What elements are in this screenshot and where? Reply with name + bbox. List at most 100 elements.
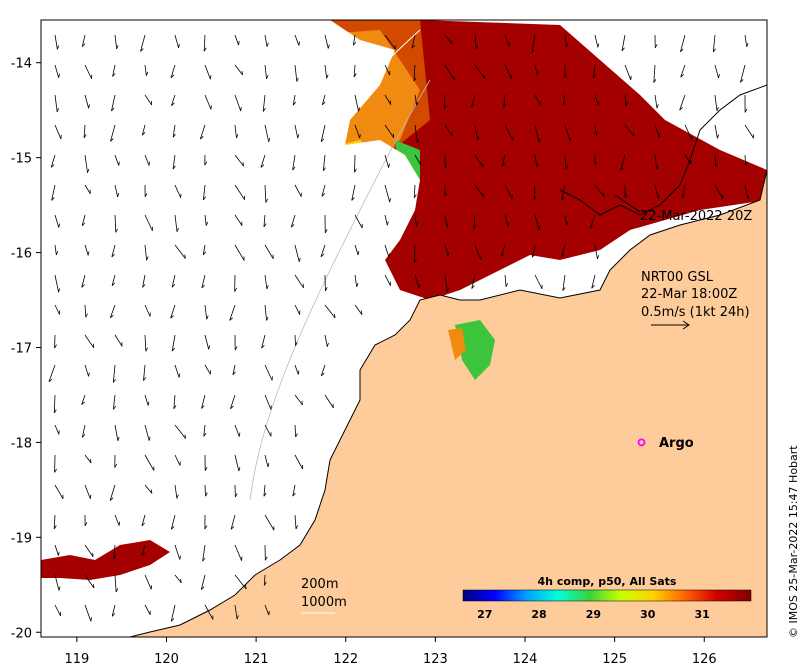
current-source-label: NRT00 GSL <box>641 270 714 285</box>
x-tick-label: 123 <box>423 652 448 667</box>
current-vector <box>144 334 147 352</box>
current-vector-head <box>597 101 600 106</box>
current-vector <box>50 154 56 168</box>
current-vector <box>264 274 268 290</box>
sst-south-strip <box>41 540 170 580</box>
current-vector <box>201 274 206 289</box>
current-vector <box>413 244 416 263</box>
current-vector <box>204 304 208 320</box>
y-tick-label: -15 <box>11 152 32 167</box>
current-vector-head <box>473 225 477 230</box>
current-vector <box>444 34 453 45</box>
current-vector-head <box>658 133 661 138</box>
current-vector <box>351 184 356 201</box>
current-vector <box>594 34 599 48</box>
current-vector-head <box>597 255 600 260</box>
current-vector <box>320 244 326 257</box>
current-vector-head <box>114 463 118 468</box>
current-vector <box>261 334 266 349</box>
argo-label: Argo <box>659 436 694 451</box>
current-vector <box>534 124 540 143</box>
current-vector-head <box>140 48 144 52</box>
current-vector-head <box>389 198 391 203</box>
current-vector <box>144 454 155 471</box>
current-vector <box>174 454 181 466</box>
current-vector <box>84 334 95 349</box>
current-vector-head <box>118 521 121 526</box>
current-vector <box>620 154 626 171</box>
current-vector-head <box>624 193 628 198</box>
argo-float-marker[interactable] <box>637 438 646 447</box>
current-vector-head <box>53 409 57 414</box>
colorbar-tick-label: 27 <box>477 608 492 621</box>
current-vector-head <box>241 71 244 76</box>
current-vector-head <box>141 132 146 136</box>
current-vector-head <box>358 107 361 112</box>
current-vector <box>264 34 268 47</box>
y-tick-label: -18 <box>11 436 32 451</box>
current-vector-head <box>55 251 59 256</box>
current-vector <box>111 604 116 617</box>
current-vector-head <box>416 101 419 106</box>
current-vector-head <box>589 225 594 229</box>
current-vector-head <box>234 287 237 292</box>
current-vector <box>54 64 60 78</box>
current-vector-head <box>507 222 510 227</box>
current-vector <box>504 274 507 287</box>
current-vector-head <box>111 253 115 258</box>
current-vector-head <box>320 138 325 143</box>
current-vector <box>170 514 176 530</box>
current-vector <box>414 214 417 227</box>
current-vector <box>712 34 716 53</box>
current-vector-head <box>170 618 175 622</box>
x-tick-label: 125 <box>602 652 627 667</box>
current-vector-head <box>143 377 147 381</box>
current-vector <box>84 154 88 173</box>
current-vector <box>174 424 186 439</box>
current-vector <box>109 304 116 318</box>
current-vector <box>384 124 395 138</box>
current-vector-head <box>58 551 60 556</box>
current-vector <box>54 94 58 112</box>
current-vector-head <box>565 165 569 170</box>
current-vector <box>263 574 266 586</box>
current-vector-head <box>51 197 55 201</box>
current-vector <box>292 484 296 497</box>
current-vector <box>290 214 296 228</box>
current-vector-head <box>111 107 115 112</box>
current-vector <box>230 394 236 409</box>
current-vector-head <box>745 161 748 166</box>
current-vector-field <box>48 34 754 622</box>
current-vector <box>353 64 356 77</box>
current-vector <box>144 394 149 406</box>
current-vector <box>531 34 536 53</box>
current-vector <box>264 304 267 321</box>
current-vector-head <box>301 400 303 405</box>
current-vector <box>294 244 300 262</box>
current-vector <box>264 514 275 531</box>
current-vector <box>113 544 116 559</box>
current-vector <box>531 244 536 258</box>
current-vector <box>294 184 302 197</box>
current-vector-head <box>172 133 176 138</box>
current-vector <box>144 424 150 441</box>
colorbar-tick-label: 29 <box>586 608 601 621</box>
current-vector-head <box>324 229 328 234</box>
current-vector-head <box>116 45 119 50</box>
current-vector-head <box>480 255 482 260</box>
current-vector <box>594 124 597 136</box>
x-tick-label: 121 <box>244 652 269 667</box>
current-vector-head <box>297 370 300 375</box>
current-vector <box>144 64 147 76</box>
current-vector-head <box>446 287 450 292</box>
current-vector-head <box>263 581 267 586</box>
current-vector <box>680 34 686 52</box>
current-vector <box>294 274 304 289</box>
current-vector-head <box>505 282 509 287</box>
current-vector-head <box>593 74 597 79</box>
current-vector-head <box>173 405 177 409</box>
current-vector <box>504 64 512 79</box>
current-vector <box>232 364 236 375</box>
current-vector <box>411 34 416 49</box>
colorbar <box>462 589 752 602</box>
